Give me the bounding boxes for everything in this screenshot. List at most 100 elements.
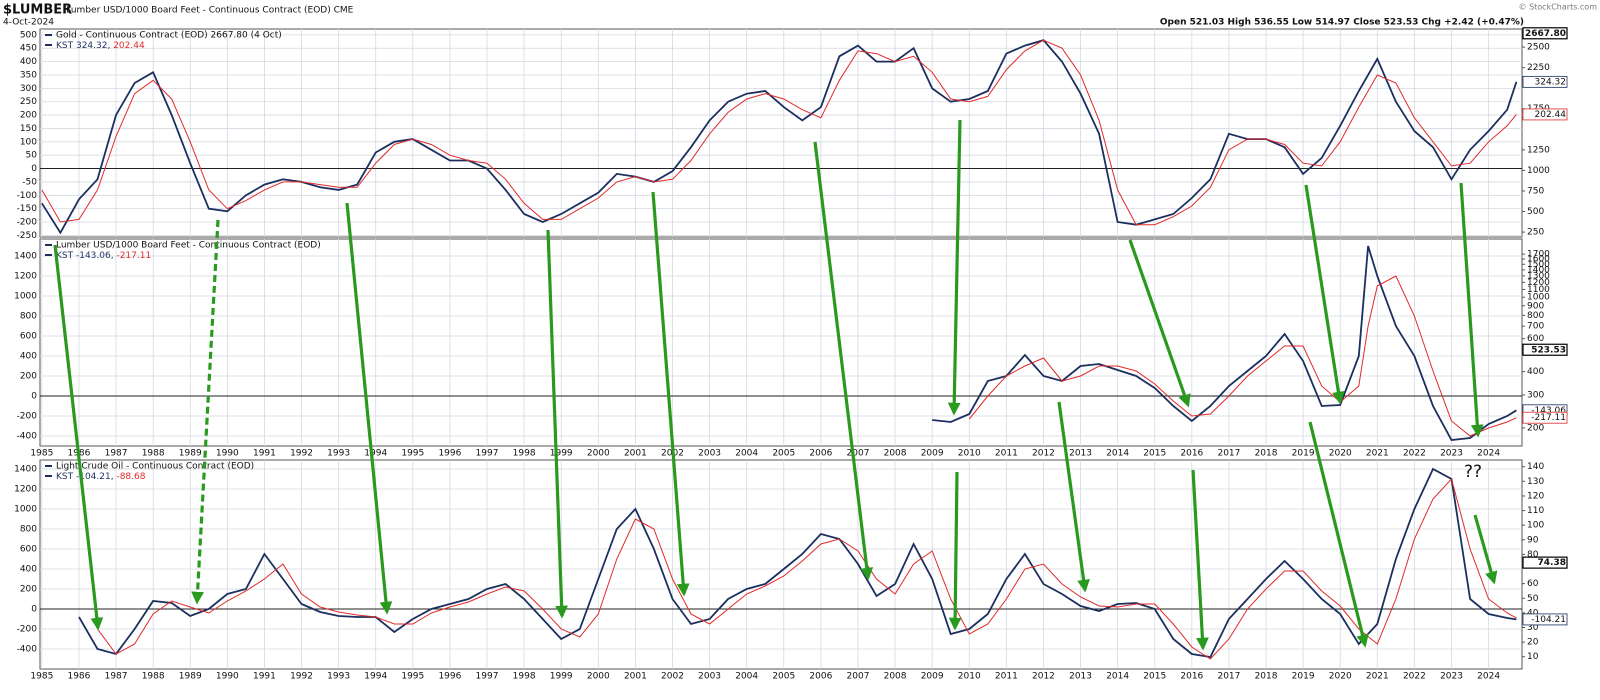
y2-tick-label: 1100 [1527,285,1550,295]
arrow [1473,514,1498,585]
x-tick-label: 2011 [995,449,1018,459]
x-tick-label: 1989 [179,672,202,682]
x-tick-label: 2013 [1069,449,1092,459]
x-tick-label: 2011 [995,672,1018,682]
y2-tick-label: 300 [1527,390,1544,400]
x-tick-label: 2001 [624,672,647,682]
y-tick-label: 200 [20,111,37,121]
value-tag [1522,108,1568,121]
x-tick-label: 2024 [1477,449,1500,459]
value-tag [1522,27,1568,40]
legend: KST -104.21, -88.68 [56,472,146,482]
x-tick-label: 1986 [67,672,90,682]
x-tick-label: 2008 [884,672,907,682]
value-tag-label: 523.53 [1531,345,1566,355]
arrow [1057,401,1090,593]
x-tick-label: 1988 [142,449,165,459]
arrow [1191,469,1209,651]
panel-frame [39,238,1523,447]
x-tick-label: 1988 [142,672,165,682]
y2-tick-label: 1000 [1527,166,1550,176]
y-tick-label: 1400 [14,252,37,262]
y2-tick-label: 2500 [1527,43,1550,53]
x-tick-label: 2021 [1366,449,1389,459]
x-tick-label: 2024 [1477,672,1500,682]
x-tick-label: 2003 [698,449,721,459]
y-tick-label: 350 [20,70,37,80]
y2-tick-label: 800 [1527,311,1544,321]
value-tag-label: -143.06 [1531,406,1566,416]
x-tick-label: 1991 [253,672,276,682]
y-tick-label: 250 [20,97,37,107]
x-tick-label: 2009 [921,672,944,682]
value-tag [1522,75,1568,88]
panel-title: Gold - Continuous Contract (EOD) 2667.80… [56,31,282,41]
x-tick-label: 1999 [550,672,573,682]
y2-tick-label: 120 [1527,491,1544,501]
y-tick-label: 300 [20,84,37,94]
x-tick-label: 2022 [1403,449,1426,459]
y-tick-label: 600 [20,545,37,555]
kst-line [968,275,1517,437]
legend-entry: KST -143.06, [56,251,114,261]
x-tick-label: 1985 [30,672,53,682]
y2-tick-label: 110 [1527,506,1544,516]
y-tick-label: -250 [17,231,38,241]
y-tick-label: -200 [17,218,38,228]
y-tick-label: -150 [17,204,38,214]
x-tick-label: 1994 [364,449,387,459]
panels: -250-200-150-100-50050100150200250300350… [14,27,1568,682]
arrow [1304,184,1345,405]
arrow [1308,421,1369,648]
x-tick-label: 2010 [958,672,981,682]
x-tick-label: 2016 [1180,449,1203,459]
x-tick-label: 2006 [809,449,832,459]
x-tick-label: 2012 [1032,672,1055,682]
y-tick-label: -200 [17,625,38,635]
x-tick-label: 1996 [438,449,461,459]
x-tick-label: 1997 [476,672,499,682]
kst-line [41,39,1518,235]
panel-title: Lumber USD/1000 Board Feet - Continuous … [56,241,321,251]
arrow [1128,239,1191,408]
x-tick-label: 2022 [1403,672,1426,682]
x-tick-label: 2006 [809,672,832,682]
value-tag-label: -217.11 [1531,413,1566,423]
value-tag-label: 324.32 [1535,77,1567,87]
y-tick-label: 500 [20,30,37,40]
value-tag-label: 2667.80 [1525,29,1566,39]
y2-tick-label: 60 [1527,579,1539,589]
arrow [345,202,393,615]
x-tick-label: 2014 [1106,449,1129,459]
x-tick-label: 1987 [105,449,128,459]
y2-tick-label: 50 [1527,594,1539,604]
kst-line [41,39,1517,226]
y-tick-label: 0 [31,392,37,402]
x-tick-label: 2023 [1440,449,1463,459]
legend-entry: KST -104.21, [56,472,114,482]
panel-frame [39,459,1523,670]
y2-tick-label: 1300 [1527,271,1550,281]
y2-tick-label: 1000 [1527,293,1550,303]
y-tick-label: -100 [17,191,38,201]
y-tick-label: 150 [20,124,37,134]
x-tick-label: 1993 [327,449,350,459]
y-tick-label: 1200 [14,485,37,495]
x-tick-label: 1991 [253,449,276,459]
arrow [53,244,104,631]
x-tick-label: 1994 [364,672,387,682]
x-tick-label: 2001 [624,449,647,459]
y2-tick-label: 400 [1527,367,1544,377]
x-tick-label: 2013 [1069,672,1092,682]
legend-entry: 202.44 [113,41,145,51]
x-tick-label: 1990 [216,672,239,682]
y2-tick-label: 700 [1527,322,1544,332]
y-tick-label: 1000 [14,292,37,302]
y2-tick-label: 140 [1527,462,1544,472]
kst-line [932,245,1517,441]
y2-tick-label: 750 [1527,186,1544,196]
x-tick-label: 1993 [327,672,350,682]
y2-tick-label: 1600 [1527,255,1550,265]
y2-tick-label: 200 [1527,423,1544,433]
x-tick-label: 2002 [661,672,684,682]
